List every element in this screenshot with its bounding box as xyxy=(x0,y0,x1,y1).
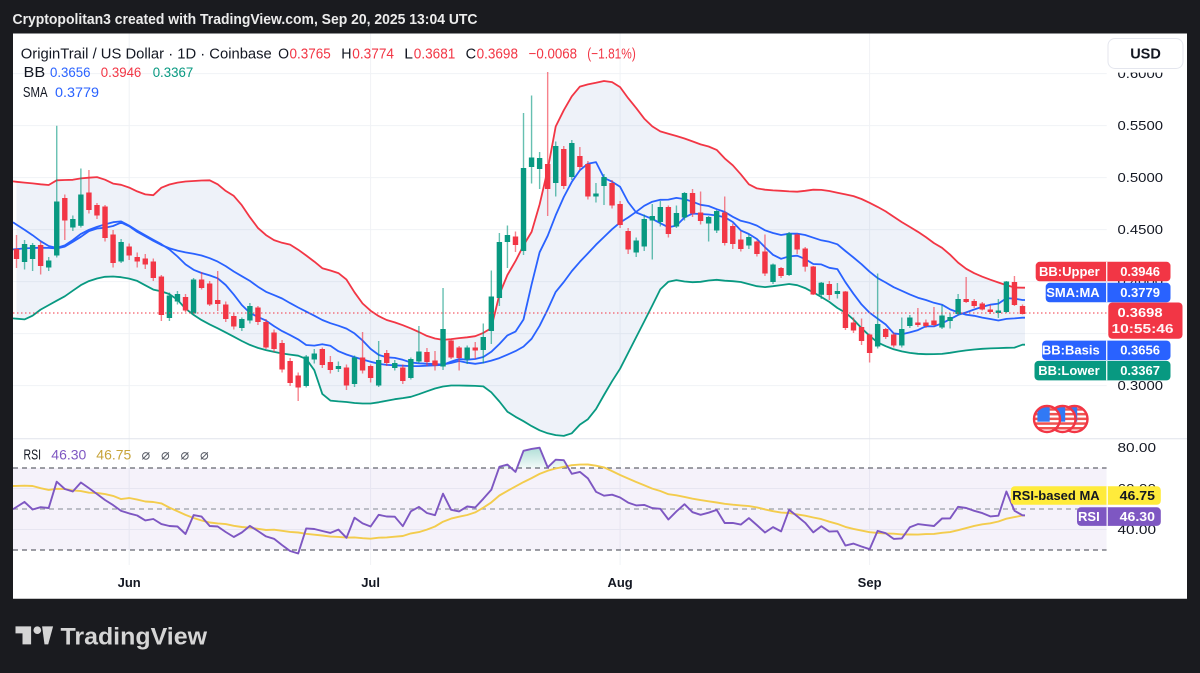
svg-text:H: H xyxy=(341,46,351,63)
svg-text:0.3656: 0.3656 xyxy=(50,64,91,80)
svg-text:−0.0068: −0.0068 xyxy=(529,47,578,63)
svg-text:0.4500: 0.4500 xyxy=(1118,223,1164,237)
svg-text:BB:Lower: BB:Lower xyxy=(1038,363,1099,378)
svg-text:OriginTrail / US Dollar · 1D ·: OriginTrail / US Dollar · 1D · Coinbase xyxy=(21,46,272,63)
svg-text:0.3367: 0.3367 xyxy=(153,64,194,80)
svg-text:Cryptopolitan3 created with Tr: Cryptopolitan3 created with TradingView.… xyxy=(13,12,479,28)
svg-text:Jul: Jul xyxy=(361,575,380,590)
svg-text:Jun: Jun xyxy=(118,575,141,590)
svg-text:O: O xyxy=(278,46,289,63)
svg-text:0.3698: 0.3698 xyxy=(1118,305,1163,320)
svg-text:0.3946: 0.3946 xyxy=(1120,264,1160,279)
svg-text:80.00: 80.00 xyxy=(1118,441,1157,455)
svg-text:0.3946: 0.3946 xyxy=(101,64,142,80)
svg-text:46.30: 46.30 xyxy=(51,447,86,463)
svg-text:BB: BB xyxy=(24,64,46,81)
svg-text:⌀: ⌀ xyxy=(161,448,170,464)
svg-text:⌀: ⌀ xyxy=(181,448,190,464)
svg-text:SMA:MA: SMA:MA xyxy=(1046,285,1100,300)
svg-text:USD: USD xyxy=(1130,47,1161,63)
svg-text:0.3367: 0.3367 xyxy=(1120,363,1160,378)
svg-text:0.5500: 0.5500 xyxy=(1118,119,1164,133)
svg-text:46.75: 46.75 xyxy=(1120,488,1155,503)
svg-text:0.5000: 0.5000 xyxy=(1118,171,1164,185)
svg-text:TradingView: TradingView xyxy=(61,623,208,650)
svg-text:L: L xyxy=(404,46,413,63)
svg-text:Aug: Aug xyxy=(607,575,632,590)
svg-text:BB:Upper: BB:Upper xyxy=(1039,264,1100,279)
svg-text:0.3656: 0.3656 xyxy=(1120,343,1160,358)
svg-text:⌀: ⌀ xyxy=(142,448,151,464)
svg-text:0.3698: 0.3698 xyxy=(477,47,518,63)
svg-text:46.30: 46.30 xyxy=(1120,509,1155,524)
svg-text:(−1.81%): (−1.81%) xyxy=(587,47,636,63)
svg-text:⌀: ⌀ xyxy=(200,448,209,464)
svg-text:C: C xyxy=(466,46,477,63)
svg-text:0.3774: 0.3774 xyxy=(352,47,394,63)
svg-text:BB:Basis: BB:Basis xyxy=(1042,343,1100,358)
svg-text:0.3779: 0.3779 xyxy=(1120,285,1160,300)
svg-text:0.3765: 0.3765 xyxy=(290,47,331,63)
svg-text:Sep: Sep xyxy=(858,575,882,590)
svg-text:SMA: SMA xyxy=(23,84,48,101)
svg-text:RSI: RSI xyxy=(1078,509,1100,524)
svg-text:RSI: RSI xyxy=(24,447,42,464)
svg-text:40.00: 40.00 xyxy=(1118,523,1157,537)
svg-text:46.75: 46.75 xyxy=(96,447,131,463)
svg-text:0.3779: 0.3779 xyxy=(55,84,99,100)
svg-text:RSI-based MA: RSI-based MA xyxy=(1012,488,1100,503)
svg-text:0.6000: 0.6000 xyxy=(1118,67,1164,81)
svg-text:10:55:46: 10:55:46 xyxy=(1112,322,1174,336)
svg-text:0.3000: 0.3000 xyxy=(1118,379,1164,393)
svg-text:0.3681: 0.3681 xyxy=(414,47,456,63)
